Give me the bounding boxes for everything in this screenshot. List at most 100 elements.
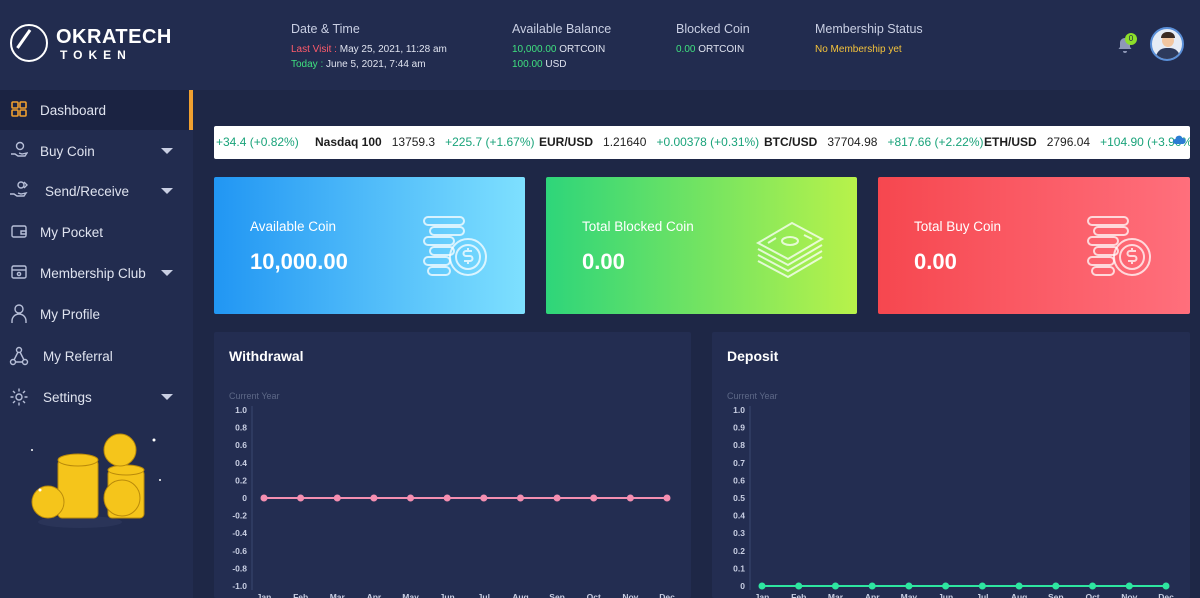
- ticker-item[interactable]: ETH/USD 2796.04 +104.90 (+3.90%): [984, 135, 1190, 149]
- brand-logo[interactable]: OKRATECH TOKEN: [10, 24, 171, 64]
- chart-legend-label: Current Year: [727, 391, 778, 401]
- x-tick-label: Mar: [828, 592, 844, 598]
- sidebar-item-label: Settings: [43, 389, 92, 405]
- user-avatar[interactable]: [1150, 27, 1184, 61]
- sidebar-item-my-profile[interactable]: My Profile: [0, 294, 193, 334]
- market-ticker[interactable]: +34.4 (+0.82%) Nasdaq 100 13759.3 +225.7…: [214, 126, 1190, 159]
- y-tick-label: 1.0: [733, 405, 745, 415]
- sidebar-item-membership-club[interactable]: Membership Club: [0, 253, 193, 293]
- gear-icon: [9, 387, 29, 407]
- coin-stack-icon: [1087, 216, 1151, 276]
- brand-name: OKRATECH: [56, 26, 172, 48]
- sidebar-item-settings[interactable]: Settings: [0, 377, 193, 417]
- referral-icon: [9, 346, 29, 366]
- notification-badge: 0: [1125, 33, 1137, 45]
- datetime-section: Date & Time Last Visit : May 25, 2021, 1…: [291, 22, 447, 72]
- data-point[interactable]: [1015, 582, 1023, 590]
- ticker-item[interactable]: Nasdaq 100 13759.3 +225.7 (+1.67%): [315, 135, 535, 149]
- withdrawal-panel: Withdrawal Current Year 1.0 0.8 0.6 0.4 0.2 0 -…: [214, 332, 691, 598]
- y-tick-label: 0.5: [733, 493, 745, 503]
- total-buy-coin-card: Total Buy Coin 0.00: [878, 177, 1190, 314]
- membership-section: Membership Status No Membership yet: [815, 22, 923, 57]
- chevron-down-icon: [161, 270, 173, 276]
- ticker-item[interactable]: BTC/USD 37704.98 +817.66 (+2.22%): [764, 135, 984, 149]
- data-point[interactable]: [553, 494, 561, 502]
- top-header: OKRATECH TOKEN Date & Time Last Visit : …: [0, 0, 1200, 90]
- x-tick-label: May: [901, 592, 918, 598]
- data-point[interactable]: [590, 494, 598, 502]
- data-point[interactable]: [1089, 582, 1097, 590]
- y-tick-label: -0.8: [232, 563, 247, 573]
- data-point[interactable]: [905, 582, 913, 590]
- data-point[interactable]: [942, 582, 950, 590]
- cloud-icon[interactable]: [1172, 134, 1186, 148]
- blocked-title: Blocked Coin: [676, 22, 750, 36]
- data-point[interactable]: [758, 582, 766, 590]
- y-tick-label: 0.4: [235, 458, 247, 468]
- x-tick-label: Nov: [1121, 592, 1137, 598]
- data-point[interactable]: [868, 582, 876, 590]
- sidebar-item-dashboard[interactable]: Dashboard: [0, 90, 193, 130]
- data-point[interactable]: [443, 494, 451, 502]
- data-point[interactable]: [831, 582, 839, 590]
- sidebar-item-label: My Pocket: [40, 224, 104, 240]
- sidebar: Dashboard Buy Coin Send/Receive My Pocke…: [0, 90, 193, 598]
- data-point[interactable]: [480, 494, 488, 502]
- x-tick-label: Dec: [659, 592, 675, 598]
- card-value: 0.00: [914, 249, 957, 274]
- x-tick-label: Apr: [865, 592, 880, 598]
- today-label: Today :: [291, 59, 324, 70]
- datetime-title: Date & Time: [291, 22, 360, 36]
- y-tick-label: 0.6: [235, 440, 247, 450]
- data-point[interactable]: [626, 494, 634, 502]
- y-tick-label: 0.8: [235, 423, 247, 433]
- y-tick-label: 1.0: [235, 405, 247, 415]
- data-point[interactable]: [516, 494, 524, 502]
- membership-icon: [9, 263, 29, 283]
- data-point[interactable]: [663, 494, 671, 502]
- y-tick-label: 0.3: [733, 528, 745, 538]
- sidebar-item-send-receive[interactable]: Send/Receive: [0, 171, 193, 211]
- total-blocked-coin-card: Total Blocked Coin 0.00: [546, 177, 857, 314]
- chevron-down-icon: [161, 394, 173, 400]
- data-point[interactable]: [1125, 582, 1133, 590]
- data-point[interactable]: [297, 494, 305, 502]
- x-tick-label: Jan: [755, 592, 770, 598]
- sidebar-item-buy-coin[interactable]: Buy Coin: [0, 131, 193, 171]
- ticker-item[interactable]: EUR/USD 1.21640 +0.00378 (+0.31%): [539, 135, 760, 149]
- card-label: Total Buy Coin: [914, 219, 1002, 234]
- x-tick-label: Dec: [1158, 592, 1174, 598]
- wallet-icon: [9, 222, 29, 242]
- user-icon: [9, 304, 29, 324]
- sidebar-item-label: Membership Club: [40, 265, 146, 281]
- x-tick-label: Jan: [257, 592, 272, 598]
- data-point[interactable]: [333, 494, 341, 502]
- data-point[interactable]: [1162, 582, 1170, 590]
- sidebar-item-my-referral[interactable]: My Referral: [0, 336, 193, 376]
- y-tick-label: 0.8: [733, 440, 745, 450]
- balance-title: Available Balance: [512, 22, 612, 36]
- x-tick-label: Sep: [1048, 592, 1064, 598]
- coin-pile-illustration: [31, 433, 161, 528]
- data-point[interactable]: [795, 582, 803, 590]
- deposit-chart: Current Year 1.0 0.9 0.8 0.7 0.6 0.5 0.4 0.3 0.2 0…: [727, 391, 1174, 598]
- dashboard-icon: [9, 100, 29, 120]
- y-tick-label: 0.7: [733, 458, 745, 468]
- x-tick-label: Mar: [330, 592, 346, 598]
- y-tick-label: 0.4: [733, 511, 745, 521]
- sidebar-item-my-pocket[interactable]: My Pocket: [0, 212, 193, 252]
- ticker-item[interactable]: +34.4 (+0.82%): [216, 135, 299, 149]
- x-tick-label: Sep: [549, 592, 565, 598]
- data-point[interactable]: [978, 582, 986, 590]
- withdrawal-chart: Current Year 1.0 0.8 0.6 0.4 0.2 0 -0.2 -0.4 -0.6…: [229, 391, 675, 598]
- data-point[interactable]: [1052, 582, 1060, 590]
- data-point[interactable]: [370, 494, 378, 502]
- data-point[interactable]: [407, 494, 415, 502]
- panel-title: Deposit: [727, 348, 779, 364]
- y-tick-label: 0.1: [733, 563, 745, 573]
- sidebar-item-label: My Referral: [43, 348, 113, 364]
- y-tick-label: -0.4: [232, 528, 247, 538]
- brand-subtitle: TOKEN: [60, 48, 132, 62]
- card-value: 0.00: [582, 249, 625, 274]
- data-point[interactable]: [260, 494, 268, 502]
